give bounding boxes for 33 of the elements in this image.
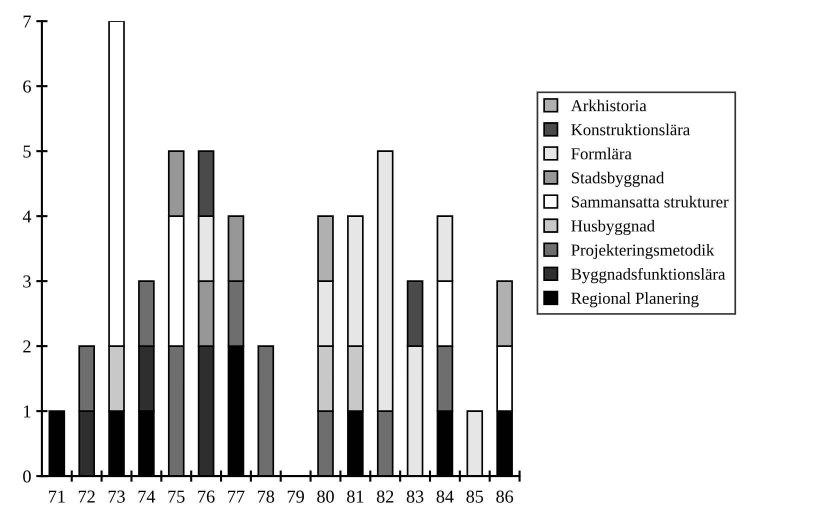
y-tick-label: 0 [23, 470, 31, 483]
x-tick-label: 84 [436, 490, 454, 503]
x-tick-label: 76 [198, 490, 215, 503]
x-tick-label: 77 [228, 490, 244, 503]
y-tick-label: 2 [23, 340, 30, 352]
x-tick-label: 75 [168, 490, 185, 503]
x-tick-label: 71 [48, 490, 65, 503]
legend-label: Husbyggnad [571, 220, 655, 236]
y-tick-label: 7 [24, 16, 31, 28]
y-tick-label: 6 [23, 80, 31, 93]
x-tick-label: 72 [78, 490, 95, 503]
legend-label: Stadsbyggnad [572, 172, 664, 187]
legend-label: Regional Planering [571, 292, 699, 308]
x-tick-label: 86 [496, 490, 514, 503]
x-tick-label: 73 [108, 490, 125, 503]
legend-label: Byggnadsfunktionslära [571, 268, 726, 284]
x-tick-label: 78 [258, 490, 274, 503]
y-tick-label: 5 [24, 146, 31, 158]
x-tick-label: 79 [288, 490, 304, 503]
x-tick-label: 74 [138, 490, 156, 503]
x-tick-label: 83 [406, 490, 424, 503]
legend-label: Projekteringsmetodik [571, 244, 714, 260]
legend-label: Arkhistoria [570, 100, 646, 112]
x-tick-label: 80 [317, 490, 334, 503]
y-tick-label: 4 [22, 210, 32, 222]
x-tick-label: 85 [466, 490, 484, 503]
legend-label: Formlära [571, 148, 632, 160]
legend-label: Konstruktionslära [571, 124, 690, 136]
x-tick-label: 82 [376, 490, 394, 503]
y-tick-label: 1 [24, 405, 30, 418]
y-tick-label: 3 [23, 275, 31, 288]
x-tick-label: 81 [347, 490, 364, 503]
legend-label: Sammansatta strukturer [572, 196, 728, 208]
